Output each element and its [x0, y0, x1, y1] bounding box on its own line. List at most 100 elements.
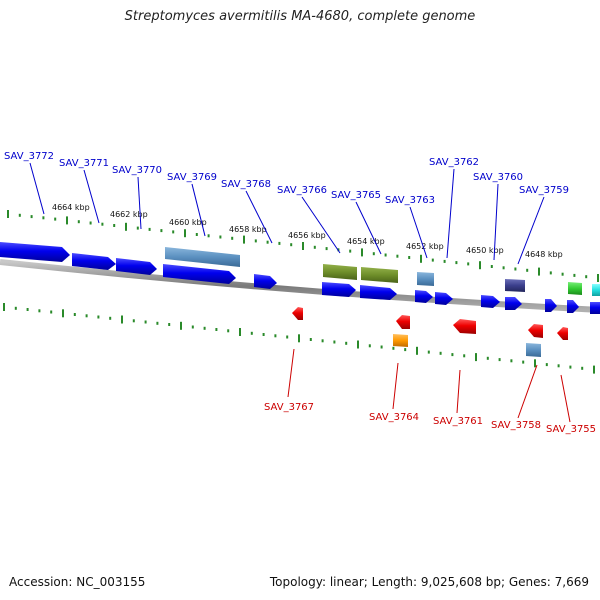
lower-rail-tick	[262, 333, 265, 336]
gene-sav-3763[interactable]	[415, 290, 433, 303]
gene-sav-3765[interactable]	[360, 285, 397, 300]
label-sav-3761[interactable]: SAV_3761	[433, 416, 483, 427]
upper-rail-tick	[42, 216, 45, 220]
upper-rail-tick	[372, 252, 375, 256]
gene-forward-small-3[interactable]	[590, 302, 600, 314]
gene-sav-3764[interactable]	[396, 315, 410, 329]
upper-rail-tick	[490, 265, 493, 268]
lower-rail-tick	[475, 353, 477, 362]
accession-label: Accession: NC_003155	[9, 575, 146, 589]
label-sav-3758[interactable]: SAV_3758	[491, 420, 541, 431]
lower-rail-tick	[345, 341, 348, 345]
lower-rail-tick	[274, 334, 277, 338]
lower-rail-tick	[392, 346, 395, 350]
upper-rail-tick	[361, 248, 363, 257]
label-sav-3764[interactable]: SAV_3764	[369, 412, 419, 423]
upper-rail-tick	[349, 249, 352, 253]
lower-rail-tick	[357, 340, 359, 349]
gene-sav-3760[interactable]	[481, 295, 500, 308]
lower-rail-tick	[309, 338, 312, 341]
gene-sav-3761[interactable]	[453, 319, 476, 334]
lower-rail-tick	[286, 335, 289, 339]
upper-rail-tick	[384, 253, 387, 257]
upper-rail-tick	[514, 267, 517, 271]
gene-sav-3768[interactable]	[254, 274, 277, 289]
gene-sav-3772[interactable]	[0, 242, 70, 262]
upper-rail-tick	[54, 217, 57, 221]
gene-sav-3758[interactable]	[528, 324, 543, 338]
lower-rail-tick	[416, 346, 418, 355]
gene-green[interactable]	[568, 282, 582, 295]
gene-sav-3767[interactable]	[292, 307, 303, 320]
gene-sav-3764-orange[interactable]	[393, 334, 408, 347]
tick-label-4662: 4662 kbp	[110, 210, 148, 219]
upper-rail-tick	[160, 229, 163, 233]
gene-cyan[interactable]	[592, 284, 600, 296]
genome-title: Streptomyces avermitilis MA-4680, comple…	[124, 9, 476, 24]
lower-rail-tick	[73, 313, 76, 316]
lower-rail-tick	[333, 340, 336, 344]
upper-rail-tick	[549, 271, 552, 275]
gene-sav-3766-olive[interactable]	[323, 264, 357, 280]
label-sav-3769[interactable]: SAV_3769	[167, 172, 217, 183]
gene-sav-3769[interactable]	[163, 264, 236, 284]
gene-sav-3762[interactable]	[435, 292, 453, 305]
upper-rail-tick	[30, 215, 33, 219]
lower-rail-tick	[368, 344, 371, 348]
lower-rail-tick	[144, 320, 147, 324]
lower-rail-tick	[321, 339, 324, 343]
lower-rail-tick	[121, 315, 123, 324]
label-sav-3770[interactable]: SAV_3770	[112, 165, 162, 176]
gene-forward-small-2[interactable]	[567, 300, 579, 313]
gene-forward-small-1[interactable]	[545, 299, 557, 312]
label-sav-3763[interactable]: SAV_3763	[385, 195, 435, 206]
lower-rail-tick	[404, 348, 407, 352]
lower-rail-tick	[534, 359, 536, 368]
lower-rail-tick	[85, 314, 88, 318]
lower-rail-tick	[132, 319, 135, 323]
lower-rail-tick	[191, 325, 194, 329]
reverse-gene-labels: SAV_3767 SAV_3764 SAV_3761 SAV_3758 SAV_…	[264, 348, 596, 435]
lower-rail-tick	[38, 309, 41, 313]
gene-sav-3763-steel[interactable]	[417, 272, 434, 286]
lower-rail-tick	[522, 360, 525, 364]
label-sav-3768[interactable]: SAV_3768	[221, 179, 271, 190]
lower-rail-tick	[109, 316, 112, 320]
label-sav-3760[interactable]: SAV_3760	[473, 172, 523, 183]
lower-rail-tick	[380, 345, 383, 349]
label-sav-3771[interactable]: SAV_3771	[59, 158, 109, 169]
lower-rail-tick	[593, 365, 595, 374]
gene-sav-3758-steel[interactable]	[526, 343, 541, 357]
gene-sav-3771[interactable]	[72, 253, 116, 270]
tick-label-4660: 4660 kbp	[169, 218, 207, 227]
lower-rail-tick	[239, 328, 241, 336]
gene-sav-3759[interactable]	[505, 297, 522, 310]
gene-sav-3760-purple[interactable]	[505, 279, 525, 292]
lower-rail-tick	[439, 351, 442, 355]
lower-rail-tick	[569, 365, 572, 369]
label-sav-3759[interactable]: SAV_3759	[519, 185, 569, 196]
lower-rail-tick	[62, 309, 64, 318]
lower-rail-tick	[451, 353, 454, 357]
tick-label-4650: 4650 kbp	[466, 246, 504, 255]
upper-rail-tick	[420, 254, 422, 263]
label-sav-3772[interactable]: SAV_3772	[4, 151, 54, 162]
upper-rail-tick	[467, 262, 470, 266]
lower-rail-tick	[26, 308, 29, 311]
gene-sav-3770[interactable]	[116, 258, 157, 275]
label-sav-3755[interactable]: SAV_3755	[546, 424, 596, 435]
gene-sav-3769-steel[interactable]	[165, 247, 240, 267]
label-sav-3765[interactable]: SAV_3765	[331, 190, 381, 201]
gene-sav-3765-olive[interactable]	[361, 267, 398, 283]
label-sav-3766[interactable]: SAV_3766	[277, 185, 327, 196]
label-sav-3767[interactable]: SAV_3767	[264, 402, 314, 413]
gene-sav-3755[interactable]	[557, 327, 568, 340]
lower-rail-tick	[498, 358, 501, 362]
lower-rail-tick	[3, 303, 5, 311]
label-sav-3762[interactable]: SAV_3762	[429, 157, 479, 168]
upper-rail-tick	[101, 222, 104, 226]
gene-sav-3766[interactable]	[322, 282, 356, 297]
coordinate-labels: 4664 kbp 4662 kbp 4660 kbp 4658 kbp 4656…	[52, 203, 563, 259]
upper-rail-tick	[207, 234, 210, 238]
